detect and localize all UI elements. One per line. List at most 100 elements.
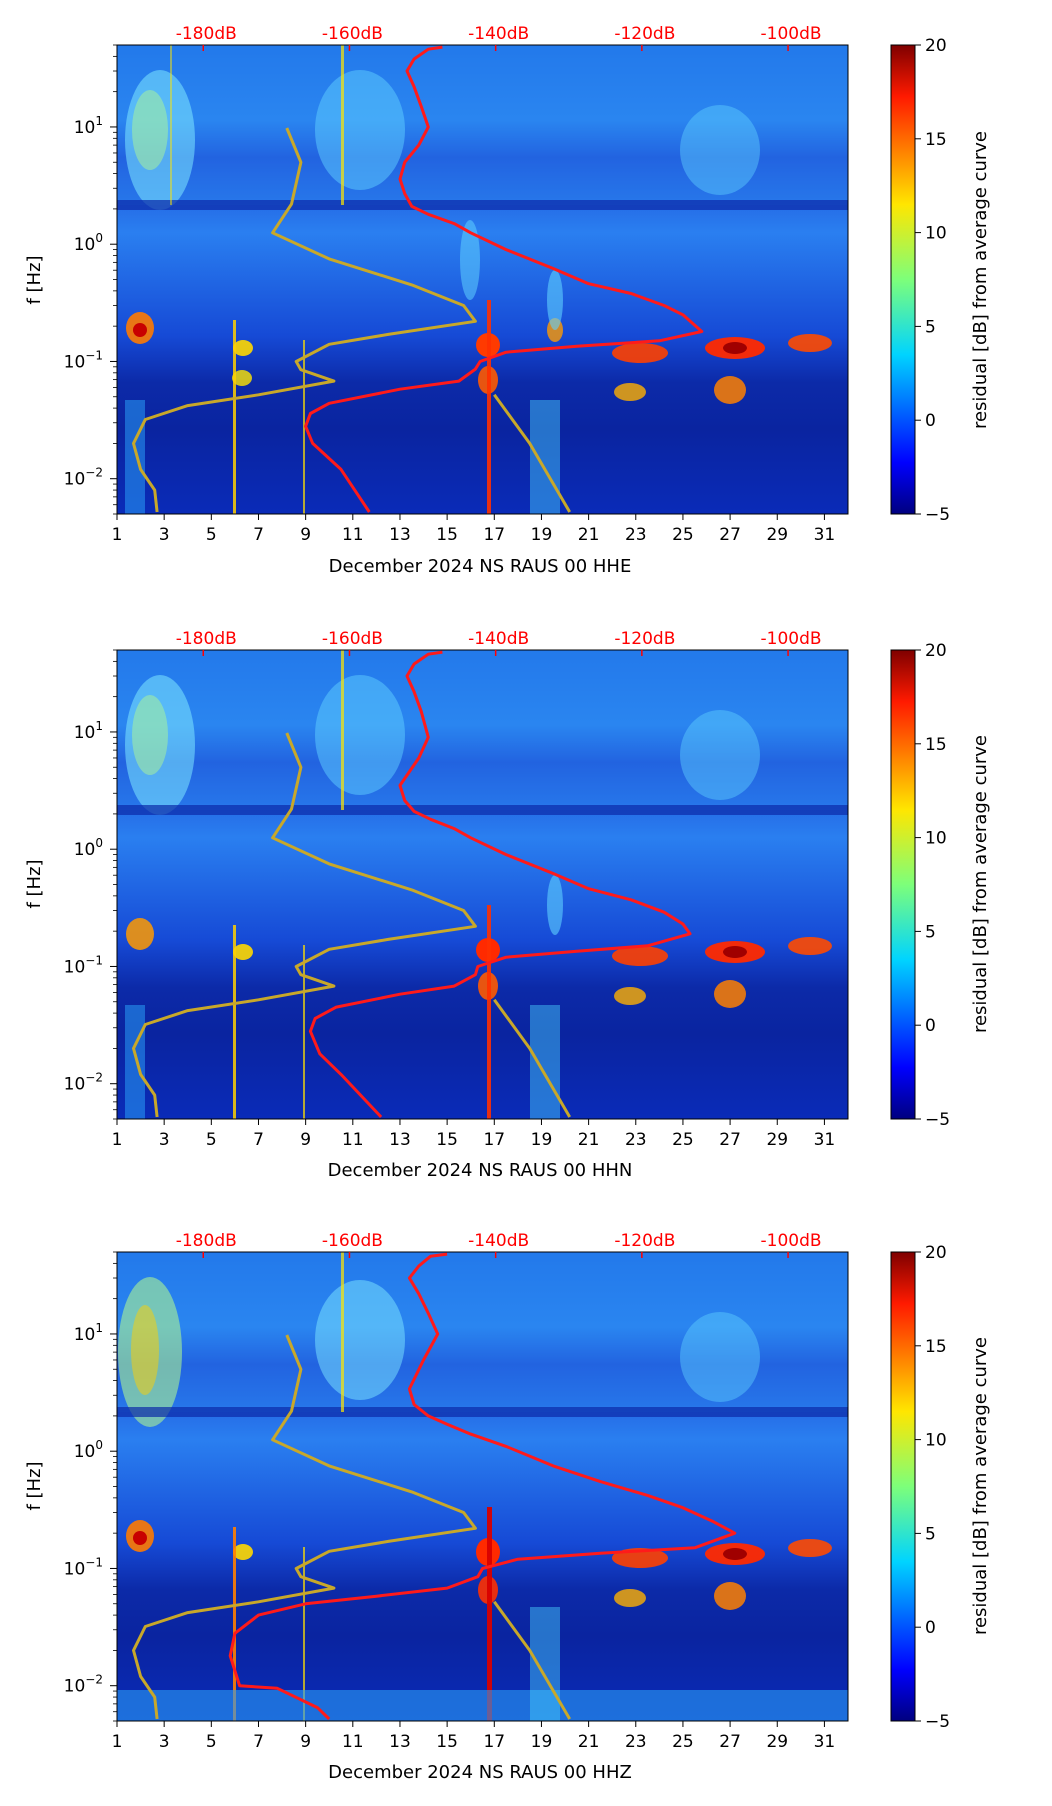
x-tick-label: 11 — [342, 525, 364, 545]
noise-model-curve — [493, 998, 571, 1118]
spectrogram-panel-hhn: 1 3 5 7 9 11 13 15 17 19 21 23 25 27 29 31 10−210−11001… — [24, 629, 991, 1181]
colorbar-tick-label: 0 — [925, 1618, 936, 1638]
spectrogram-image — [117, 45, 848, 514]
y-tick-label: 10−2 — [64, 466, 103, 490]
x-tick-label: 23 — [625, 1732, 647, 1752]
y-tick-label: 10−1 — [64, 1555, 103, 1579]
noise-model-curve — [132, 1334, 477, 1720]
x-tick-label: 17 — [483, 1732, 505, 1752]
y-axis-label: f [Hz] — [24, 859, 45, 908]
top-db-label: -120dB — [614, 24, 675, 44]
x-tick-label: 5 — [206, 1130, 217, 1150]
top-db-label: -160dB — [322, 1231, 383, 1251]
x-tick-label: 31 — [814, 525, 836, 545]
colorbar-tick-label: 15 — [925, 735, 947, 755]
x-tick-label: 13 — [389, 525, 411, 545]
noise-model-curve — [132, 127, 477, 513]
x-tick-label: 5 — [206, 525, 217, 545]
top-db-label: -120dB — [614, 1231, 675, 1251]
y-tick-label: 10−2 — [64, 1071, 103, 1095]
spectrogram-panel-hhe: 1 3 5 7 9 11 13 15 17 19 21 23 25 27 29 31 10−210−11001… — [24, 24, 991, 577]
x-tick-label: 29 — [766, 1130, 788, 1150]
y-tick-label: 10−2 — [64, 1673, 103, 1697]
x-tick-label: 25 — [672, 525, 694, 545]
x-tick-label: 29 — [766, 1732, 788, 1752]
y-tick-label: 101 — [74, 114, 103, 138]
x-tick-label: 21 — [578, 1732, 600, 1752]
colorbar-tick-label: 0 — [925, 1016, 936, 1036]
colorbar-tick-label: −5 — [925, 505, 950, 525]
colorbar-tick-label: 5 — [925, 1524, 936, 1544]
x-tick-label: 9 — [300, 525, 311, 545]
noise-model-curve — [493, 1600, 571, 1720]
colorbar-tick-label: 5 — [925, 317, 936, 337]
colorbar-tick-label: 10 — [925, 1431, 947, 1451]
x-tick-label: 23 — [625, 1130, 647, 1150]
colorbar-tick-label: 15 — [925, 1337, 947, 1357]
y-axis-label: f [Hz] — [24, 255, 45, 304]
x-axis-label: December 2024 NS RAUS 00 HHZ — [328, 1762, 632, 1783]
x-tick-label: 31 — [814, 1130, 836, 1150]
top-db-label: -180dB — [176, 1231, 237, 1251]
x-tick-label: 13 — [389, 1732, 411, 1752]
x-tick-label: 9 — [300, 1732, 311, 1752]
colorbar-label: residual [dB] from average curve — [970, 131, 991, 429]
top-db-label: -120dB — [614, 629, 675, 649]
colorbar-tick-label: −5 — [925, 1712, 950, 1732]
x-tick-label: 23 — [625, 525, 647, 545]
x-tick-label: 27 — [719, 1130, 741, 1150]
x-tick-label: 7 — [253, 1130, 264, 1150]
psd-curve-red — [308, 650, 692, 1119]
x-tick-label: 19 — [531, 1732, 553, 1752]
x-axis-label: December 2024 NS RAUS 00 HHE — [329, 556, 632, 577]
y-tick-label: 101 — [74, 719, 103, 743]
x-tick-label: 1 — [112, 1130, 123, 1150]
x-tick-label: 11 — [342, 1732, 364, 1752]
colorbar: −5 0 5 10 15 20 residual [dB] from average cu… — [890, 36, 991, 525]
x-tick-label: 13 — [389, 1130, 411, 1150]
y-tick-label: 101 — [74, 1321, 103, 1345]
top-db-label: -140dB — [468, 24, 529, 44]
x-tick-label: 21 — [578, 1130, 600, 1150]
colorbar-tick-label: 10 — [925, 829, 947, 849]
colorbar-label: residual [dB] from average curve — [970, 735, 991, 1033]
x-tick-label: 29 — [766, 525, 788, 545]
colorbar-tick-label: 0 — [925, 411, 936, 431]
x-tick-label: 25 — [672, 1732, 694, 1752]
x-tick-label: 1 — [112, 1732, 123, 1752]
top-db-label: -140dB — [468, 1231, 529, 1251]
y-tick-label: 100 — [74, 231, 103, 255]
x-tick-label: 21 — [578, 525, 600, 545]
y-tick-label: 10−1 — [64, 348, 103, 372]
colorbar: −5 0 5 10 15 20 residual [dB] from average cu… — [890, 1243, 991, 1732]
x-tick-label: 15 — [436, 525, 458, 545]
top-db-label: -100dB — [761, 1231, 822, 1251]
top-db-label: -160dB — [322, 629, 383, 649]
spectrogram-image — [117, 650, 848, 1119]
x-tick-label: 3 — [159, 1130, 170, 1150]
x-tick-label: 9 — [300, 1130, 311, 1150]
x-tick-label: 3 — [159, 525, 170, 545]
top-db-label: -100dB — [761, 629, 822, 649]
x-tick-label: 19 — [531, 525, 553, 545]
x-tick-label: 17 — [483, 1130, 505, 1150]
x-tick-label: 5 — [206, 1732, 217, 1752]
y-tick-label: 100 — [74, 836, 103, 860]
x-tick-label: 27 — [719, 525, 741, 545]
x-tick-label: 25 — [672, 1130, 694, 1150]
x-axis-label: December 2024 NS RAUS 00 HHN — [328, 1160, 633, 1181]
colorbar-tick-label: −5 — [925, 1110, 950, 1130]
top-db-label: -180dB — [176, 24, 237, 44]
colorbar-label: residual [dB] from average curve — [970, 1337, 991, 1635]
x-tick-label: 3 — [159, 1732, 170, 1752]
x-tick-label: 1 — [112, 525, 123, 545]
x-tick-label: 19 — [531, 1130, 553, 1150]
top-db-label: -160dB — [322, 24, 383, 44]
colorbar-tick-label: 10 — [925, 224, 947, 244]
y-tick-label: 10−1 — [64, 953, 103, 977]
x-tick-label: 15 — [436, 1732, 458, 1752]
top-db-label: -140dB — [468, 629, 529, 649]
x-tick-label: 31 — [814, 1732, 836, 1752]
x-tick-label: 27 — [719, 1732, 741, 1752]
